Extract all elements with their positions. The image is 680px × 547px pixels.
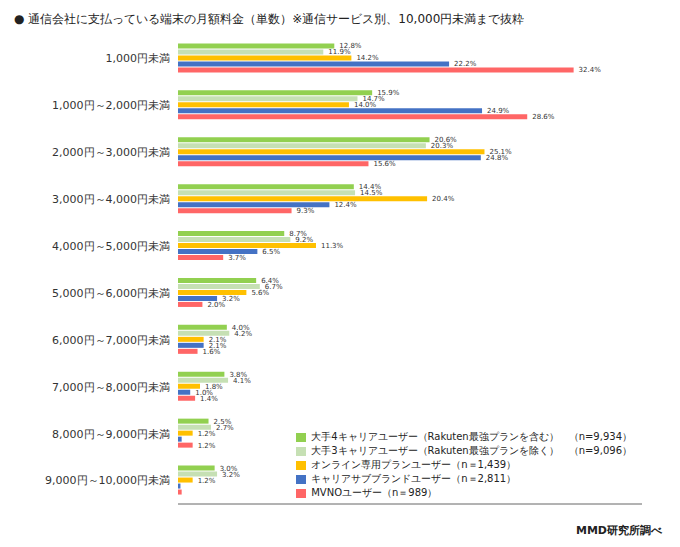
svg-text:4.1%: 4.1% — [233, 377, 251, 385]
svg-text:14.7%: 14.7% — [362, 95, 385, 104]
svg-text:3.2%: 3.2% — [222, 294, 240, 303]
svg-text:14.0%: 14.0% — [354, 101, 377, 109]
svg-text:1.8%: 1.8% — [205, 382, 223, 391]
svg-text:3,000円～4,000円未満: 3,000円～4,000円未満 — [52, 193, 170, 206]
html-text:● 通信会社に支払っている端末の月額料金（単数）※通信サービ: ● 通信会社に支払っている端末の月額料金（単数）※通信サービス別、10,000円… — [14, 12, 525, 26]
svg-text:1.0%: 1.0% — [195, 388, 213, 397]
svg-text:2.5%: 2.5% — [213, 417, 232, 426]
svg-text:1.4%: 1.4% — [200, 395, 218, 403]
html-text:オンライン専用プランユーザー（n＝1,439）: オンライン専用プランユーザー（n＝1,439） — [311, 459, 517, 470]
html-text:大手4キャリアユーザー（Rakuten最強プランを含む） （: 大手4キャリアユーザー（Rakuten最強プランを含む） （n=9,934） — [311, 431, 632, 442]
svg-text:24.8%: 24.8% — [486, 154, 509, 162]
svg-text:11.9%: 11.9% — [328, 48, 351, 56]
svg-text:14.4%: 14.4% — [358, 183, 382, 192]
svg-text:1.6%: 1.6% — [203, 348, 221, 356]
svg-text:15.6%: 15.6% — [373, 160, 396, 168]
svg-text:28.6%: 28.6% — [532, 113, 555, 121]
svg-text:1,000円～2,000円未満: 1,000円～2,000円未満 — [52, 99, 170, 112]
svg-text:3.0%: 3.0% — [219, 464, 238, 473]
svg-text:3.2%: 3.2% — [222, 471, 240, 479]
svg-text:24.9%: 24.9% — [487, 107, 510, 115]
svg-text:6,000円～7,000円未満: 6,000円～7,000円未満 — [52, 334, 170, 347]
svg-text:5.6%: 5.6% — [251, 289, 269, 297]
html-text:MMD研究所調べ: MMD研究所調べ — [576, 524, 662, 537]
svg-text:20.3%: 20.3% — [431, 142, 454, 150]
svg-text:1,000円未満: 1,000円未満 — [106, 52, 171, 65]
html-text:大手3キャリアユーザー（Rakuten最強プランを除く） （: 大手3キャリアユーザー（Rakuten最強プランを除く） （n=9,096） — [311, 445, 632, 456]
html-text:MVNOユーザー（n＝989）: MVNOユーザー（n＝989） — [311, 487, 438, 498]
svg-text:1.2%: 1.2% — [198, 477, 216, 485]
svg-text:12.8%: 12.8% — [339, 42, 362, 51]
svg-text:20.4%: 20.4% — [432, 195, 455, 203]
svg-text:2.1%: 2.1% — [208, 341, 227, 350]
svg-text:4,000円～5,000円未満: 4,000円～5,000円未満 — [52, 240, 170, 253]
svg-text:14.2%: 14.2% — [356, 54, 379, 62]
svg-text:1.2%: 1.2% — [198, 442, 216, 450]
svg-text:6.4%: 6.4% — [261, 276, 279, 285]
svg-text:5,000円～6,000円未満: 5,000円～6,000円未満 — [52, 287, 170, 300]
html-text:キャリアサブブランドユーザー（n＝2,811）: キャリアサブブランドユーザー（n＝2,811） — [311, 473, 517, 484]
svg-text:4.0%: 4.0% — [231, 323, 250, 332]
svg-text:7,000円～8,000円未満: 7,000円～8,000円未満 — [52, 381, 170, 394]
svg-text:1.2%: 1.2% — [198, 430, 216, 438]
svg-text:25.1%: 25.1% — [489, 148, 512, 157]
svg-text:6.5%: 6.5% — [262, 248, 280, 256]
svg-text:2,000円～3,000円未満: 2,000円～3,000円未満 — [52, 146, 170, 159]
svg-text:2.7%: 2.7% — [216, 424, 234, 432]
svg-text:9,000円～10,000円未満: 9,000円～10,000円未満 — [45, 474, 170, 487]
svg-text:32.4%: 32.4% — [579, 66, 602, 74]
svg-text:9.3%: 9.3% — [297, 207, 315, 215]
svg-text:15.9%: 15.9% — [377, 89, 400, 98]
svg-text:8,000円～9,000円未満: 8,000円～9,000円未満 — [52, 428, 170, 441]
svg-text:11.3%: 11.3% — [321, 242, 344, 250]
svg-text:22.2%: 22.2% — [454, 60, 477, 68]
svg-text:9.2%: 9.2% — [295, 236, 313, 244]
svg-text:3.8%: 3.8% — [229, 370, 248, 379]
svg-text:8.7%: 8.7% — [289, 230, 307, 238]
svg-text:14.5%: 14.5% — [360, 189, 383, 197]
svg-text:3.7%: 3.7% — [228, 254, 246, 262]
svg-text:20.6%: 20.6% — [434, 136, 457, 145]
svg-text:2.0%: 2.0% — [207, 301, 225, 309]
svg-text:2.1%: 2.1% — [208, 335, 227, 344]
svg-text:4.2%: 4.2% — [234, 330, 252, 338]
svg-text:6.7%: 6.7% — [264, 282, 283, 291]
svg-text:12.4%: 12.4% — [334, 201, 357, 209]
